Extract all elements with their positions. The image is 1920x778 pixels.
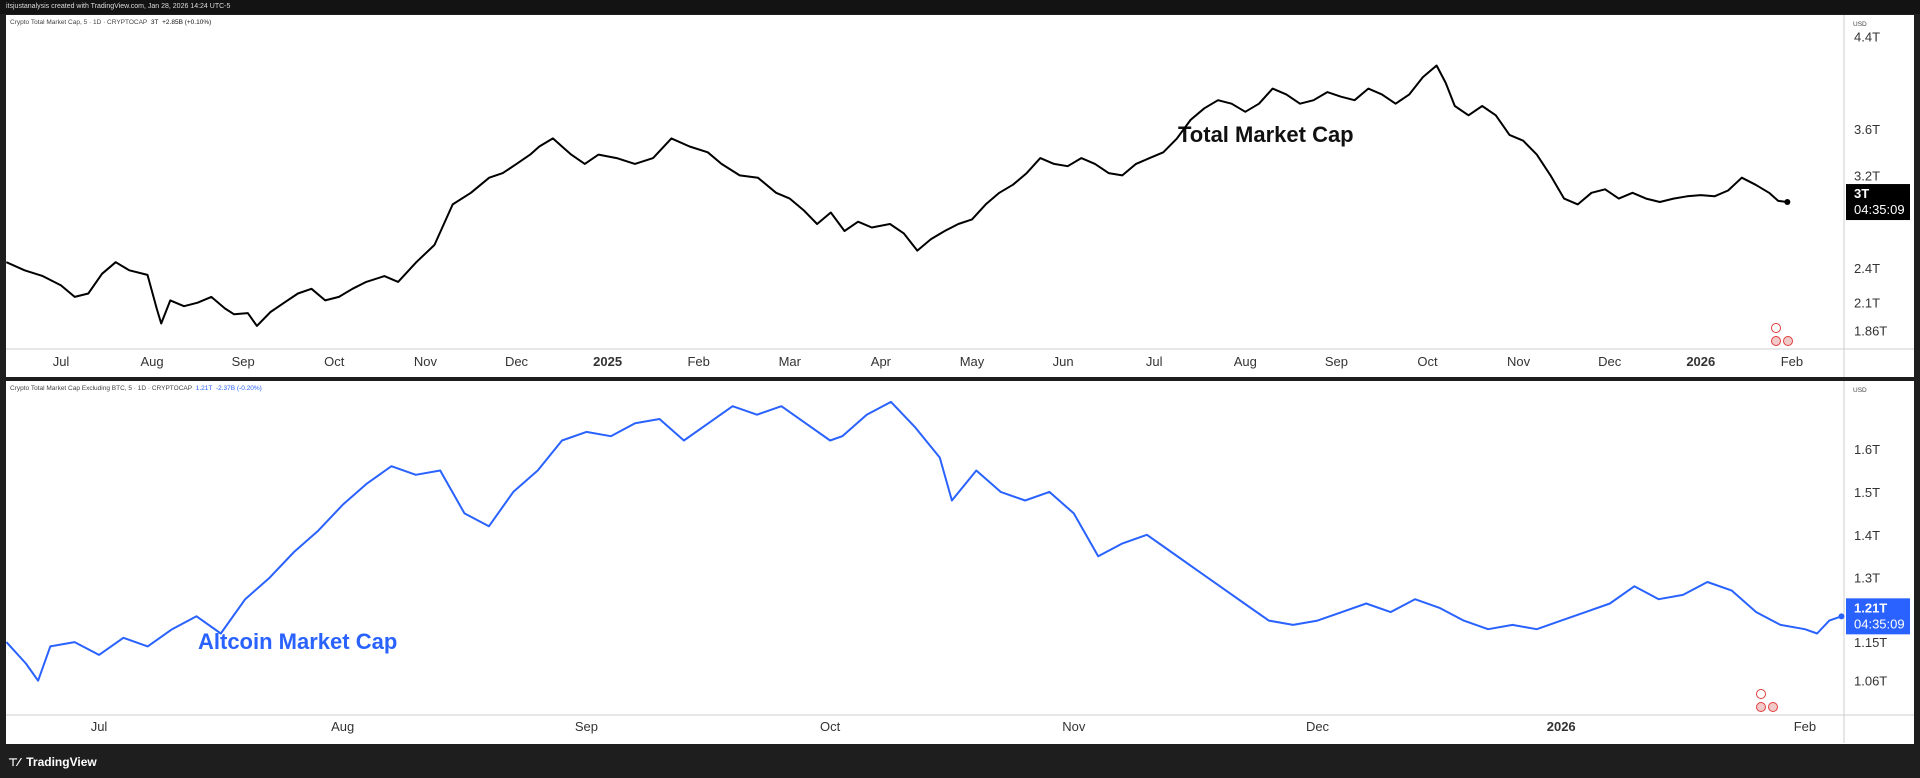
x-tick-label: Sep (575, 719, 598, 734)
countdown-label: 04:35:09 (1854, 202, 1905, 217)
last-value-label: 1.21T (1854, 600, 1887, 615)
event-flag-icon (1771, 336, 1781, 346)
x-tick-label: Jul (53, 354, 70, 369)
currency-label: USD (1853, 21, 1867, 28)
x-tick-label: Jul (1146, 354, 1163, 369)
snapshot-header: itsjustanalysis created with TradingView… (0, 0, 1920, 14)
x-tick-label: Nov (1507, 354, 1531, 369)
x-tick-label: 2026 (1547, 719, 1576, 734)
footer-bar: ⊤⁄ TradingView (0, 744, 1920, 778)
last-point-marker (1784, 199, 1791, 206)
x-tick-label: 2025 (593, 354, 622, 369)
y-tick-label: 1.4T (1854, 528, 1880, 543)
last-value-label: 3T (1854, 186, 1869, 201)
altcoin-market-cap-legend: Crypto Total Market Cap Excluding BTC, 5… (10, 385, 262, 392)
x-tick-label: Sep (1325, 354, 1348, 369)
chart-title: Altcoin Market Cap (198, 629, 397, 654)
series-line (5, 64, 1788, 327)
tradingview-brand[interactable]: ⊤⁄ TradingView (8, 755, 97, 769)
legend-value: 3T (150, 19, 159, 26)
x-tick-label: Nov (1062, 719, 1086, 734)
x-tick-label: Jun (1053, 354, 1074, 369)
y-tick-label: 3.6T (1854, 122, 1880, 137)
x-tick-label: Dec (1306, 719, 1330, 734)
x-tick-label: Aug (141, 354, 164, 369)
x-tick-label: Feb (1781, 354, 1803, 369)
y-tick-label: 1.06T (1854, 674, 1887, 689)
y-tick-label: 1.15T (1854, 635, 1887, 650)
last-value-badge (1846, 184, 1910, 221)
event-flag-icon (1756, 702, 1766, 712)
x-tick-label: Apr (871, 354, 892, 369)
y-tick-label: 1.6T (1854, 442, 1880, 457)
x-tick-label: Nov (414, 354, 438, 369)
y-tick-label: 1.3T (1854, 571, 1880, 586)
legend-change: -2.37B (-0.20%) (215, 385, 262, 392)
x-tick-label: 2026 (1686, 354, 1715, 369)
last-value-badge (1846, 598, 1910, 635)
chart-title: Total Market Cap (1178, 122, 1354, 147)
total-market-cap-pane[interactable]: Crypto Total Market Cap, 5 · 1D · CRYPTO… (5, 15, 1914, 377)
x-tick-label: Sep (232, 354, 255, 369)
x-tick-label: Mar (779, 354, 802, 369)
x-tick-label: Oct (1417, 354, 1438, 369)
y-tick-label: 2.1T (1854, 296, 1880, 311)
total-market-cap-legend: Crypto Total Market Cap, 5 · 1D · CRYPTO… (10, 19, 211, 26)
countdown-label: 04:35:09 (1854, 616, 1905, 631)
x-tick-label: Jul (91, 719, 108, 734)
altcoin-market-cap-pane[interactable]: Crypto Total Market Cap Excluding BTC, 5… (5, 381, 1914, 744)
event-flag-icon (1768, 702, 1778, 712)
x-tick-label: Oct (820, 719, 841, 734)
x-tick-label: Dec (1598, 354, 1622, 369)
y-tick-label: 3.2T (1854, 168, 1880, 183)
x-tick-label: May (960, 354, 985, 369)
y-tick-label: 2.4T (1854, 261, 1880, 276)
x-tick-label: Dec (505, 354, 529, 369)
event-bolt-icon (1771, 323, 1781, 333)
x-tick-label: Feb (687, 354, 709, 369)
x-tick-label: Aug (1234, 354, 1257, 369)
legend-symbol: Crypto Total Market Cap, 5 · 1D · CRYPTO… (10, 19, 148, 26)
event-flag-icon (1783, 336, 1793, 346)
x-tick-label: Aug (331, 719, 354, 734)
legend-symbol: Crypto Total Market Cap Excluding BTC, 5… (10, 385, 193, 392)
legend-change: +2.85B (+0.10%) (162, 19, 212, 26)
event-bolt-icon (1756, 689, 1766, 699)
legend-value: 1.21T (195, 385, 213, 392)
last-point-marker (1838, 613, 1845, 620)
y-tick-label: 4.4T (1854, 30, 1880, 45)
brand-label: TradingView (26, 755, 97, 769)
tradingview-logo-icon: ⊤⁄ (8, 756, 20, 769)
y-tick-label: 1.86T (1854, 323, 1887, 338)
altcoin-market-cap-chart[interactable]: Altcoin Market Cap 1.06T 1.15T 1.3T 1.4T 1.5… (5, 381, 1914, 744)
currency-label: USD (1853, 387, 1867, 394)
total-market-cap-chart[interactable]: Total Market Cap 1.86T 2.1T 2.4T 3.2T 3.6T 4.… (5, 15, 1914, 377)
x-tick-label: Feb (1794, 719, 1816, 734)
series-line (5, 400, 1842, 682)
y-tick-label: 1.5T (1854, 485, 1880, 500)
x-tick-label: Oct (324, 354, 345, 369)
